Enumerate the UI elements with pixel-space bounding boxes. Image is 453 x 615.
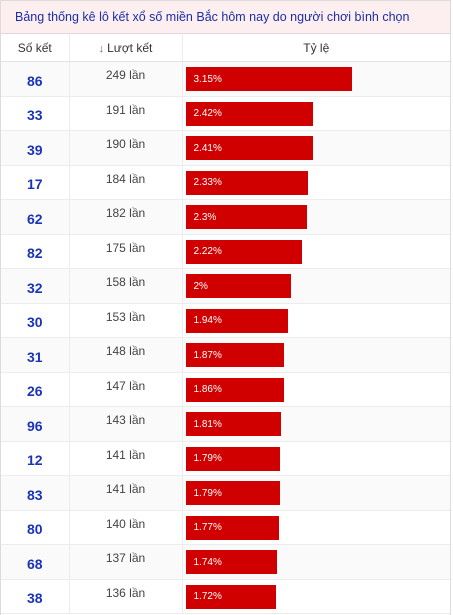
table-row: 17 184 lần 2.33% xyxy=(1,165,450,200)
hit-count: 190 lần xyxy=(69,130,183,166)
lottery-number: 32 xyxy=(1,268,70,304)
ratio-bar: 2.33% xyxy=(185,170,309,195)
header-ratio[interactable]: Tỷ lệ xyxy=(182,34,450,62)
ratio-cell: 1.79% xyxy=(182,441,450,476)
lottery-number: 31 xyxy=(1,337,70,373)
lottery-number: 17 xyxy=(1,165,70,200)
hit-count: 136 lần xyxy=(69,579,183,614)
header-number[interactable]: Số kết xyxy=(1,34,70,62)
table-header-row: Số kết ↓ Lượt kết Tỷ lệ xyxy=(1,34,450,62)
lottery-number: 62 xyxy=(1,199,70,235)
lottery-number: 30 xyxy=(1,303,70,338)
ratio-bar: 2.3% xyxy=(185,205,307,229)
lottery-number: 12 xyxy=(1,441,70,476)
table-row: 80 140 lần 1.77% xyxy=(1,510,450,545)
ratio-cell: 2.33% xyxy=(182,165,450,200)
ratio-cell: 1.79% xyxy=(182,475,450,511)
ratio-bar: 1.74% xyxy=(185,550,278,574)
ratio-bar: 1.72% xyxy=(185,584,277,609)
hit-count: 137 lần xyxy=(69,544,183,580)
lottery-number: 82 xyxy=(1,234,70,269)
ratio-bar: 1.87% xyxy=(185,343,285,367)
ratio-cell: 1.94% xyxy=(182,303,450,338)
hit-count: 184 lần xyxy=(69,165,183,200)
hit-count: 182 lần xyxy=(69,199,183,235)
table-row: 86 249 lần 3.15% xyxy=(1,61,450,97)
ratio-bar: 2.42% xyxy=(185,101,314,126)
lottery-number: 33 xyxy=(1,96,70,131)
table-row: 62 182 lần 2.3% xyxy=(1,199,450,235)
lottery-number: 38 xyxy=(1,579,70,614)
stats-table: Số kết ↓ Lượt kết Tỷ lệ 86 249 lần 3.15% 33 1… xyxy=(1,34,450,614)
hit-count: 175 lần xyxy=(69,234,183,269)
ratio-cell: 2.41% xyxy=(182,130,450,166)
table-row: 12 141 lần 1.79% xyxy=(1,441,450,476)
table-row: 82 175 lần 2.22% xyxy=(1,234,450,269)
table-row: 31 148 lần 1.87% xyxy=(1,337,450,373)
table-body: 86 249 lần 3.15% 33 191 lần 2.42% 39 190 lần 2.4… xyxy=(1,61,450,614)
lottery-number: 83 xyxy=(1,475,70,511)
ratio-cell: 1.72% xyxy=(182,579,450,614)
hit-count: 140 lần xyxy=(69,510,183,545)
table-row: 96 143 lần 1.81% xyxy=(1,406,450,442)
ratio-bar: 2% xyxy=(185,274,291,298)
hit-count: 153 lần xyxy=(69,303,183,338)
ratio-bar: 1.94% xyxy=(185,308,288,333)
table-row: 32 158 lần 2% xyxy=(1,268,450,304)
ratio-cell: 2.3% xyxy=(182,199,450,235)
header-count[interactable]: ↓ Lượt kết xyxy=(69,34,183,62)
table-row: 30 153 lần 1.94% xyxy=(1,303,450,338)
ratio-bar: 3.15% xyxy=(185,67,352,91)
ratio-bar: 1.79% xyxy=(185,446,280,471)
ratio-bar: 1.81% xyxy=(185,412,281,436)
lottery-number: 26 xyxy=(1,372,70,407)
hit-count: 148 lần xyxy=(69,337,183,373)
ratio-cell: 1.87% xyxy=(182,337,450,373)
hit-count: 147 lần xyxy=(69,372,183,407)
ratio-bar: 1.79% xyxy=(185,481,280,505)
table-row: 39 190 lần 2.41% xyxy=(1,130,450,166)
sort-down-arrow-icon[interactable]: ↓ xyxy=(98,42,105,55)
ratio-cell: 1.74% xyxy=(182,544,450,580)
ratio-bar: 2.22% xyxy=(185,239,303,264)
hit-count: 249 lần xyxy=(69,61,183,97)
table-row: 33 191 lần 2.42% xyxy=(1,96,450,131)
ratio-cell: 1.81% xyxy=(182,406,450,442)
lottery-number: 80 xyxy=(1,510,70,545)
hit-count: 191 lần xyxy=(69,96,183,131)
header-count-label: Lượt kết xyxy=(107,40,153,55)
hit-count: 158 lần xyxy=(69,268,183,304)
ratio-cell: 1.77% xyxy=(182,510,450,545)
ratio-cell: 2% xyxy=(182,268,450,304)
lottery-number: 86 xyxy=(1,61,70,97)
ratio-bar: 1.77% xyxy=(185,515,279,540)
ratio-cell: 3.15% xyxy=(182,61,450,97)
panel-title: Bảng thống kê lô kết xổ số miền Bắc hôm … xyxy=(1,1,450,34)
lottery-number: 96 xyxy=(1,406,70,442)
hit-count: 143 lần xyxy=(69,406,183,442)
table-row: 38 136 lần 1.72% xyxy=(1,579,450,614)
hit-count: 141 lần xyxy=(69,441,183,476)
lottery-number: 39 xyxy=(1,130,70,166)
ratio-bar: 2.41% xyxy=(185,136,313,160)
ratio-cell: 1.86% xyxy=(182,372,450,407)
ratio-bar: 1.86% xyxy=(185,377,284,402)
hit-count: 141 lần xyxy=(69,475,183,511)
lottery-number: 68 xyxy=(1,544,70,580)
table-row: 26 147 lần 1.86% xyxy=(1,372,450,407)
table-row: 83 141 lần 1.79% xyxy=(1,475,450,511)
ratio-cell: 2.22% xyxy=(182,234,450,269)
table-row: 68 137 lần 1.74% xyxy=(1,544,450,580)
ratio-cell: 2.42% xyxy=(182,96,450,131)
